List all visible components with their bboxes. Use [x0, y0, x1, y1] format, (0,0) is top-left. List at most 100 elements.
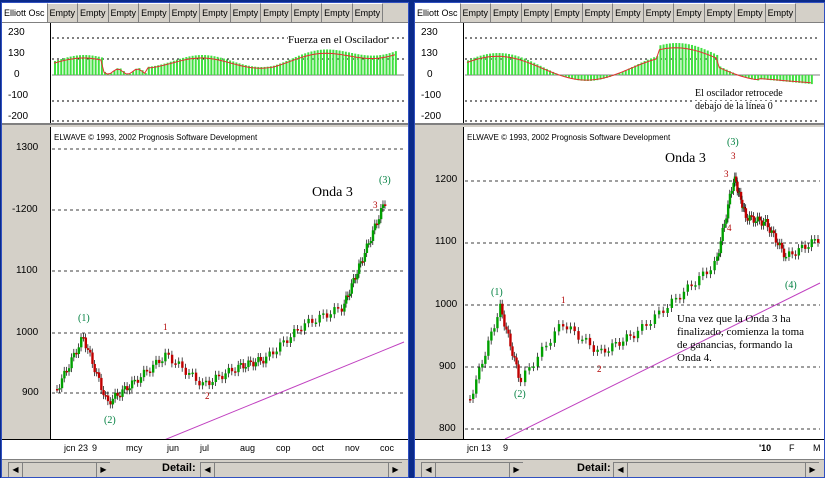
- candle-body: [701, 271, 705, 277]
- tab-empty[interactable]: Empty: [230, 3, 262, 22]
- horizontal-scrollbar[interactable]: ◀ ▶: [421, 462, 523, 477]
- scroll-left-icon[interactable]: ◀: [9, 463, 23, 477]
- scroll-left-icon[interactable]: ◀: [614, 463, 628, 477]
- candle-body: [95, 372, 99, 374]
- tab-empty[interactable]: Empty: [200, 3, 231, 22]
- tab-elliott-osc[interactable]: Elliott Osc: [2, 3, 48, 22]
- tab-empty[interactable]: Empty: [613, 3, 644, 22]
- wave-label-4: (4): [785, 280, 797, 291]
- candle-body: [89, 349, 92, 353]
- candle-body: [523, 370, 527, 383]
- candle-body: [505, 326, 508, 330]
- candle-body: [607, 351, 610, 353]
- candle-body: [569, 326, 573, 330]
- candle-body: [158, 359, 161, 364]
- tab-empty[interactable]: Empty: [352, 3, 384, 22]
- tab-empty[interactable]: Empty: [139, 3, 170, 22]
- tab-empty[interactable]: Empty: [47, 3, 79, 22]
- tab-elliott-osc[interactable]: Elliott Osc: [415, 3, 461, 22]
- osc-bar: [489, 53, 492, 75]
- candle-body: [230, 367, 234, 372]
- scroll-right-icon[interactable]: ▶: [96, 463, 110, 477]
- candle-body: [307, 318, 310, 324]
- scroll-left-icon[interactable]: ◀: [201, 463, 215, 477]
- candle-body: [698, 276, 701, 286]
- tab-empty[interactable]: Empty: [322, 3, 353, 22]
- candle-body: [139, 377, 143, 383]
- osc-bar: [593, 75, 596, 81]
- candle-body: [68, 368, 71, 372]
- tab-empty[interactable]: Empty: [169, 3, 201, 22]
- osc-bar: [788, 75, 791, 82]
- osc-bar: [154, 65, 157, 75]
- osc-bar: [107, 73, 110, 75]
- wave-label-minor-2: 2: [597, 364, 602, 374]
- osc-bar: [179, 58, 182, 75]
- candle-body: [56, 389, 59, 391]
- osc-bar: [627, 68, 630, 75]
- tab-empty[interactable]: Empty: [460, 3, 492, 22]
- candle-body: [70, 357, 73, 369]
- candle-body: [484, 355, 487, 364]
- osc-bar: [138, 68, 141, 75]
- candle-body: [60, 378, 64, 389]
- osc-bar: [247, 65, 250, 75]
- osc-bar: [322, 49, 325, 75]
- price-chart[interactable]: 1300 -1200 1100 1000 900 ELWAVE © 1993, …: [2, 127, 408, 439]
- candle-body: [549, 342, 552, 346]
- horizontal-scrollbar[interactable]: ◀ ▶: [8, 462, 110, 477]
- candle-body: [561, 324, 565, 327]
- scroll-right-icon[interactable]: ▶: [509, 463, 523, 477]
- candle-body: [730, 190, 733, 194]
- time-label: jun: [167, 443, 180, 453]
- tab-empty[interactable]: Empty: [491, 3, 522, 22]
- osc-bar: [801, 75, 804, 84]
- tab-empty[interactable]: Empty: [674, 3, 705, 22]
- scroll-left-icon[interactable]: ◀: [422, 463, 436, 477]
- candle-body: [244, 367, 248, 369]
- candle-body: [636, 330, 640, 339]
- osc-bar: [263, 66, 266, 75]
- tab-empty[interactable]: Empty: [261, 3, 292, 22]
- candle-body: [782, 248, 786, 258]
- candle-body: [239, 363, 243, 365]
- detail-scrollbar[interactable]: ◀ ▶: [613, 462, 819, 477]
- tab-empty[interactable]: Empty: [521, 3, 553, 22]
- tab-empty[interactable]: Empty: [643, 3, 675, 22]
- detail-scrollbar[interactable]: ◀ ▶: [200, 462, 402, 477]
- candle-body: [136, 379, 140, 383]
- osc-bar: [479, 55, 482, 75]
- candle-body: [573, 326, 576, 332]
- scroll-right-icon[interactable]: ▶: [805, 463, 819, 477]
- tab-empty[interactable]: Empty: [765, 3, 797, 22]
- osc-bar: [637, 63, 640, 75]
- osc-bar: [482, 54, 485, 75]
- osc-bar: [744, 75, 747, 78]
- candle-body: [329, 314, 332, 318]
- osc-bar: [624, 70, 627, 75]
- osc-bar: [552, 71, 555, 75]
- osc-bar: [772, 75, 775, 81]
- tab-empty[interactable]: Empty: [735, 3, 766, 22]
- osc-bar: [750, 75, 753, 80]
- detail-label: Detail:: [162, 462, 196, 474]
- candle-body: [91, 352, 94, 364]
- osc-signal-line: [53, 52, 396, 75]
- osc-bar: [514, 55, 517, 75]
- candle-body: [151, 364, 155, 373]
- candle-body: [760, 220, 764, 226]
- tab-empty[interactable]: Empty: [552, 3, 583, 22]
- tab-empty[interactable]: Empty: [108, 3, 140, 22]
- tab-empty[interactable]: Empty: [582, 3, 614, 22]
- candle-body: [201, 382, 205, 386]
- price-chart[interactable]: 1200 1100 1000 900 800 ELWAVE © 1993, 20…: [415, 127, 824, 439]
- candle-body: [377, 219, 381, 225]
- tab-empty[interactable]: Empty: [78, 3, 109, 22]
- candle-body: [705, 271, 709, 275]
- candle-body: [632, 335, 636, 339]
- tab-empty[interactable]: Empty: [704, 3, 736, 22]
- osc-bar: [504, 53, 507, 75]
- scroll-right-icon[interactable]: ▶: [388, 463, 402, 477]
- tab-empty[interactable]: Empty: [291, 3, 323, 22]
- candle-body: [772, 230, 776, 234]
